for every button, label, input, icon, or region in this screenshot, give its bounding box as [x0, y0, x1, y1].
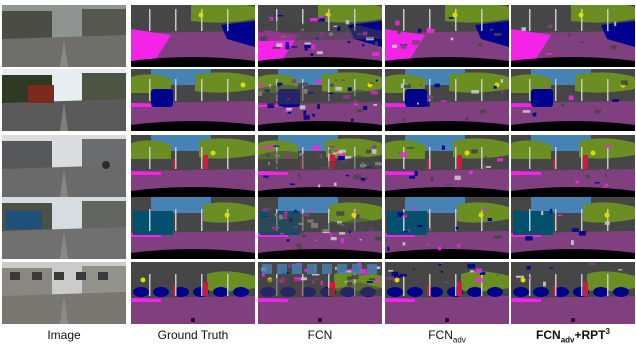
row-2 [0, 69, 636, 131]
ground-truth-tile [131, 135, 255, 197]
row-3 [0, 135, 636, 197]
segmentation-map [511, 5, 635, 67]
segmentation-map [511, 135, 635, 197]
row-1 [0, 5, 636, 67]
image-tile [2, 5, 126, 67]
segmentation-map [131, 5, 255, 67]
fcn-adv-rpt-tile [511, 197, 635, 259]
segmentation-map [511, 69, 635, 131]
segmentation-map [385, 197, 509, 259]
row-4 [0, 197, 636, 259]
caption-fcn-adv: FCNadv [428, 328, 466, 344]
segmentation-map [258, 135, 382, 197]
image-tile [2, 262, 126, 324]
fcn-adv-rpt-tile [511, 69, 635, 131]
fcn-adv-tile [385, 69, 509, 131]
street-photo [2, 135, 126, 197]
fcn-tile [258, 69, 382, 131]
fcn-adv-rpt-tile [511, 5, 635, 67]
street-photo [2, 69, 126, 131]
image-tile [2, 69, 126, 131]
segmentation-map [385, 262, 509, 324]
street-photo [2, 197, 126, 259]
segmentation-map [131, 262, 255, 324]
segmentation-map [385, 5, 509, 67]
ground-truth-tile [131, 5, 255, 67]
segmentation-map [131, 135, 255, 197]
segmentation-map [258, 69, 382, 131]
segmentation-map [385, 135, 509, 197]
segmentation-map [258, 5, 382, 67]
segmentation-map [511, 262, 635, 324]
fcn-adv-rpt-tile [511, 135, 635, 197]
caption-image: Image [47, 328, 81, 342]
fcn-tile [258, 197, 382, 259]
fcn-adv-tile [385, 5, 509, 67]
caption-fcn-adv-rpt: FCNadv+RPT3 [536, 327, 610, 344]
caption-ground-truth: Ground Truth [157, 328, 229, 342]
street-photo [2, 5, 126, 67]
image-tile [2, 135, 126, 197]
fcn-adv-rpt-tile [511, 262, 635, 324]
caption-fcn: FCN [307, 328, 333, 342]
fcn-tile [258, 135, 382, 197]
segmentation-map [258, 197, 382, 259]
segmentation-map [258, 262, 382, 324]
fcn-adv-tile [385, 135, 509, 197]
street-photo [2, 262, 126, 324]
ground-truth-tile [131, 197, 255, 259]
fcn-tile [258, 5, 382, 67]
segmentation-map [131, 197, 255, 259]
segmentation-map [131, 69, 255, 131]
segmentation-map [511, 197, 635, 259]
image-tile [2, 197, 126, 259]
fcn-tile [258, 262, 382, 324]
ground-truth-tile [131, 69, 255, 131]
ground-truth-tile [131, 262, 255, 324]
segmentation-map [385, 69, 509, 131]
fcn-adv-tile [385, 262, 509, 324]
row-5 [0, 262, 636, 324]
fcn-adv-tile [385, 197, 509, 259]
